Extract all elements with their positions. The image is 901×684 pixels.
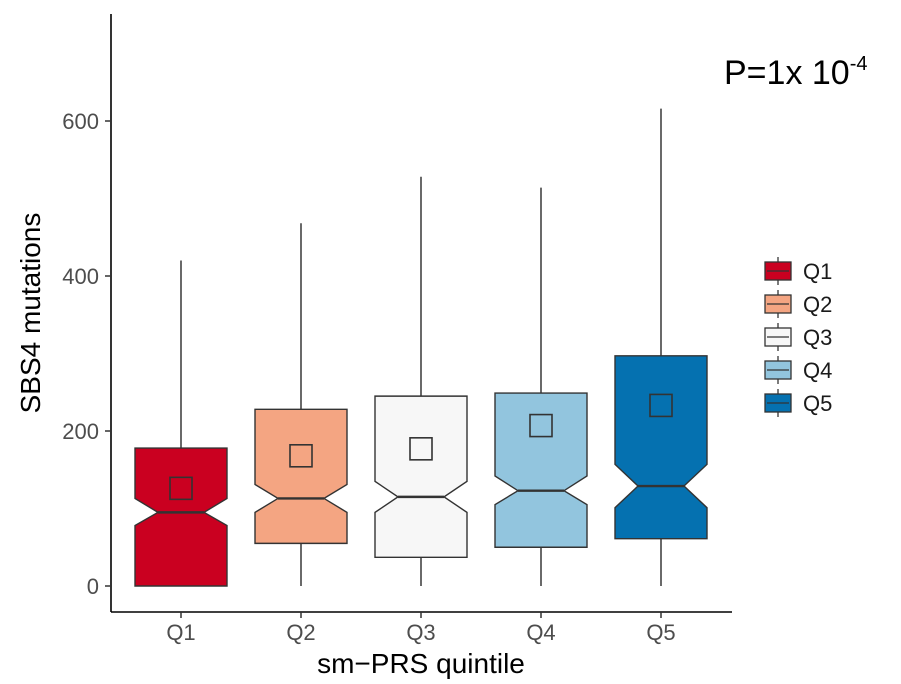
p-value-exponent: -4	[850, 53, 868, 75]
box-q5	[614, 108, 708, 586]
x-tick-label: Q1	[166, 620, 195, 645]
legend-label: Q2	[803, 292, 832, 317]
legend-label: Q5	[803, 391, 832, 416]
legend: Q1 Q2 Q3 Q4 Q5	[764, 257, 832, 417]
notched-box-q3	[374, 395, 468, 559]
y-tick-label: 600	[62, 109, 99, 134]
box-q3	[374, 176, 468, 586]
mean-marker	[409, 437, 433, 461]
box-q4	[494, 187, 588, 586]
box-q2	[254, 223, 348, 586]
x-tick-label: Q5	[646, 620, 675, 645]
notched-box-q2	[254, 408, 348, 545]
legend-item-q4: Q4	[764, 356, 832, 384]
mean-marker	[289, 443, 313, 468]
legend-item-q2: Q2	[764, 290, 832, 318]
y-tick-label: 0	[87, 574, 99, 599]
x-tick-label: Q2	[286, 620, 315, 645]
mean-marker	[649, 393, 673, 418]
legend-item-q3: Q3	[764, 323, 832, 351]
legend-label: Q1	[803, 259, 832, 284]
legend-label: Q3	[803, 325, 832, 350]
mean-marker	[529, 413, 553, 438]
notched-box-q1	[134, 447, 228, 587]
x-axis-title: sm−PRS quintile	[317, 648, 525, 679]
plot-area: 0 200 400 600 Q1 Q2 Q3 Q4 Q5	[62, 108, 708, 645]
notched-box-q5	[614, 355, 708, 540]
x-tick-label: Q3	[406, 620, 435, 645]
legend-label: Q4	[803, 358, 832, 383]
p-value-base: P=1x 10	[724, 54, 850, 92]
box-q1	[134, 260, 228, 587]
y-axis-title: SBS4 mutations	[15, 213, 46, 414]
p-value-annotation: P=1x 10-4	[724, 53, 868, 92]
y-tick-label: 400	[62, 264, 99, 289]
legend-item-q1: Q1	[764, 257, 832, 285]
x-tick-label: Q4	[526, 620, 555, 645]
legend-item-q5: Q5	[764, 389, 832, 417]
notched-box-q4	[494, 392, 588, 548]
y-tick-label: 200	[62, 419, 99, 444]
mean-marker	[169, 476, 193, 501]
